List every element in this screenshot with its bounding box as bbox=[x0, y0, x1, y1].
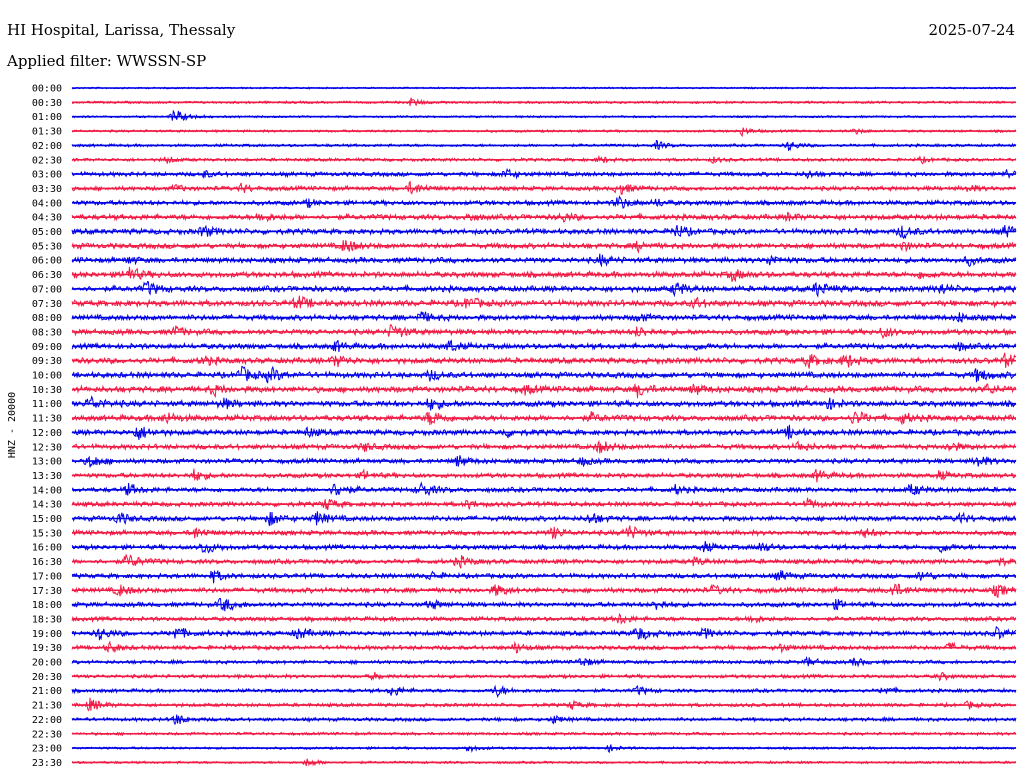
time-label: 18:00 bbox=[32, 600, 62, 611]
time-label: 10:00 bbox=[32, 371, 62, 382]
trace-1700 bbox=[71, 569, 1017, 584]
station-title: HI Hospital, Larissa, Thessaly bbox=[7, 21, 236, 39]
time-label: 09:30 bbox=[32, 356, 62, 367]
trace-1030 bbox=[72, 383, 1017, 399]
time-label: 08:30 bbox=[32, 327, 62, 338]
time-label: 19:00 bbox=[32, 629, 62, 640]
time-label: 14:30 bbox=[32, 500, 62, 511]
time-label: 00:30 bbox=[32, 98, 62, 109]
time-label: 19:30 bbox=[32, 643, 62, 654]
y-axis-label: HNZ - 20000 bbox=[7, 392, 18, 458]
trace-0530 bbox=[71, 240, 1017, 254]
time-label: 22:00 bbox=[32, 715, 62, 726]
time-label: 23:00 bbox=[32, 744, 62, 755]
time-label: 08:00 bbox=[32, 313, 62, 324]
time-label: 07:00 bbox=[32, 284, 62, 295]
time-label: 11:30 bbox=[32, 414, 62, 425]
time-label: 04:30 bbox=[32, 213, 62, 224]
time-labels: 00:00 00:30 01:00 01:30 02:00 02:30 03:00 03:30… bbox=[32, 84, 62, 769]
time-label: 18:30 bbox=[32, 614, 62, 625]
time-label: 09:00 bbox=[32, 342, 62, 353]
plot-date: 2025-07-24 bbox=[928, 21, 1015, 39]
trace-1630 bbox=[71, 554, 1017, 569]
time-label: 02:00 bbox=[32, 141, 62, 152]
time-label: 04:00 bbox=[32, 198, 62, 209]
time-label: 03:30 bbox=[32, 184, 62, 195]
time-label: 11:00 bbox=[32, 399, 62, 410]
time-label: 10:30 bbox=[32, 385, 62, 396]
time-label: 06:00 bbox=[32, 256, 62, 267]
trace-1730 bbox=[71, 583, 1017, 598]
time-label: 06:30 bbox=[32, 270, 62, 281]
time-label: 12:30 bbox=[32, 442, 62, 453]
time-label: 13:00 bbox=[32, 457, 62, 468]
time-label: 12:00 bbox=[32, 428, 62, 439]
time-label: 17:00 bbox=[32, 571, 62, 582]
time-label: 15:00 bbox=[32, 514, 62, 525]
time-label: 01:00 bbox=[32, 112, 62, 123]
time-label: 21:00 bbox=[32, 686, 62, 697]
traces bbox=[71, 86, 1017, 767]
time-label: 15:30 bbox=[32, 528, 62, 539]
trace-0730 bbox=[71, 295, 1017, 310]
time-label: 07:30 bbox=[32, 299, 62, 310]
trace-2130 bbox=[71, 697, 1017, 712]
time-label: 23:30 bbox=[32, 758, 62, 769]
time-label: 16:30 bbox=[32, 557, 62, 568]
time-label: 17:30 bbox=[32, 586, 62, 597]
time-label: 21:30 bbox=[32, 701, 62, 712]
time-label: 22:30 bbox=[32, 729, 62, 740]
time-label: 00:00 bbox=[32, 84, 62, 95]
time-label: 14:00 bbox=[32, 485, 62, 496]
time-label: 16:00 bbox=[32, 543, 62, 554]
time-label: 05:00 bbox=[32, 227, 62, 238]
time-label: 20:30 bbox=[32, 672, 62, 683]
time-label: 20:00 bbox=[32, 658, 62, 669]
time-label: 01:30 bbox=[32, 127, 62, 138]
time-label: 05:30 bbox=[32, 241, 62, 252]
time-label: 03:00 bbox=[32, 170, 62, 181]
time-label: 13:30 bbox=[32, 471, 62, 482]
filter-label: Applied filter: WWSSN-SP bbox=[7, 52, 207, 70]
time-label: 02:30 bbox=[32, 155, 62, 166]
trace-0100 bbox=[71, 109, 1017, 122]
